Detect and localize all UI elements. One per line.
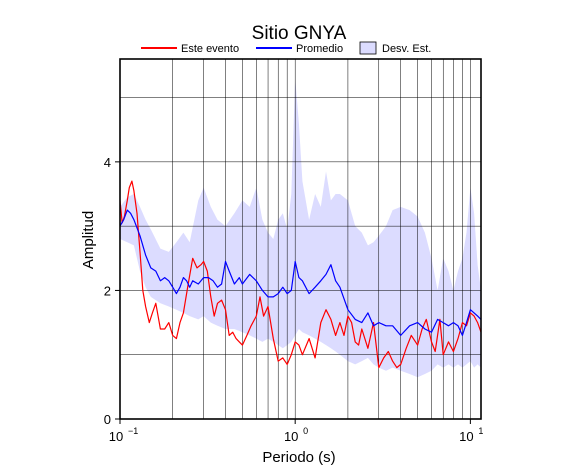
legend: Este evento Promedio Desv. Est.: [141, 41, 431, 55]
legend-label: Este evento: [181, 43, 239, 55]
y-tick-label: 0: [104, 412, 111, 427]
series-line-promedio: [119, 209, 482, 336]
y-tick-label: 4: [104, 155, 111, 170]
series-layer: [119, 180, 482, 369]
x-tick-label: 10: [284, 429, 298, 444]
std-dev-band: [120, 78, 481, 378]
x-tick-label: 10: [459, 429, 473, 444]
legend-label: Desv. Est.: [382, 43, 431, 55]
ticks-layer: 0 2 4 10 −1 10 0 10 1: [104, 155, 484, 444]
y-tick-label: 2: [104, 283, 111, 298]
legend-swatch-band: [359, 41, 377, 55]
x-tick-label: 10: [109, 429, 123, 444]
y-axis-label: Amplitud: [80, 211, 97, 269]
grid-layer: [120, 59, 481, 419]
x-axis-label: Periodo (s): [262, 449, 335, 466]
series-line-este-evento: [119, 180, 482, 369]
plot-frame: [119, 58, 482, 420]
legend-label: Promedio: [296, 43, 343, 55]
x-tick-exponent: 0: [303, 426, 308, 436]
band-layer: [120, 78, 481, 378]
x-tick-exponent: −1: [128, 426, 138, 436]
chart-title: Sitio GNYA: [252, 23, 347, 44]
x-tick-exponent: 1: [478, 426, 483, 436]
